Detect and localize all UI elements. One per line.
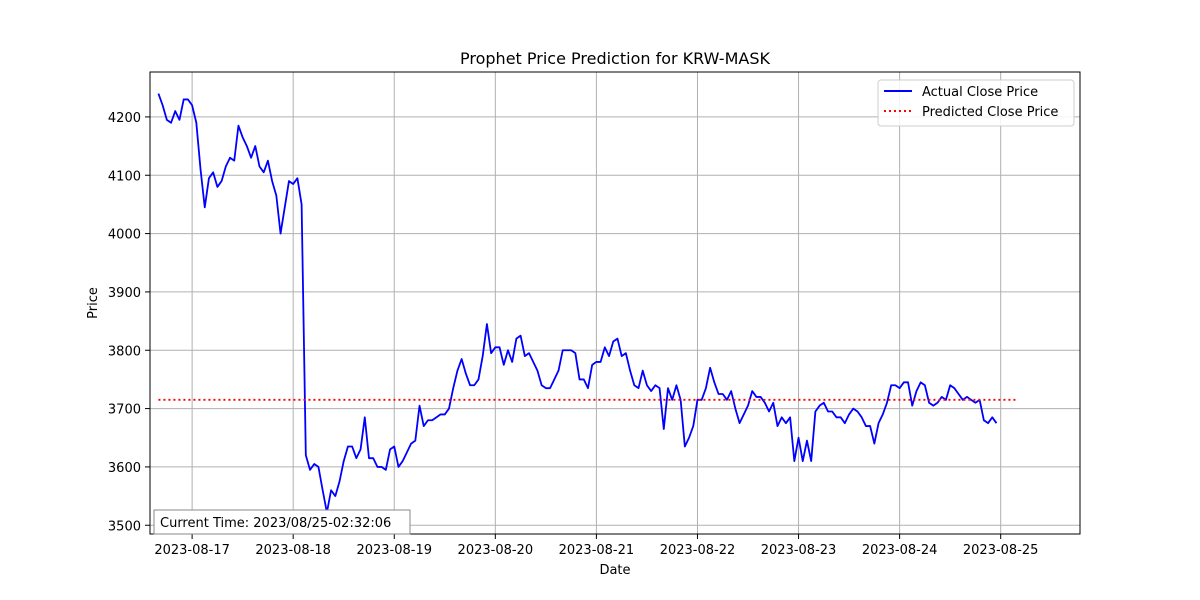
- x-tick-label-2: 2023-08-19: [356, 543, 432, 558]
- y-tick-label-3: 3800: [108, 344, 141, 359]
- series-layer: [157, 93, 1018, 514]
- x-tick-label-3: 2023-08-20: [458, 543, 534, 558]
- y-axis-title: Price: [86, 287, 101, 319]
- x-tick-label-0: 2023-08-17: [154, 543, 230, 558]
- annotation-box: [153, 509, 411, 535]
- x-tick-label-6: 2023-08-23: [761, 543, 837, 558]
- series-actual-close-price: [157, 93, 998, 514]
- x-tick-label-8: 2023-08-25: [963, 543, 1039, 558]
- y-tick-label-5: 4000: [108, 228, 141, 243]
- y-tick-label-7: 4200: [108, 111, 141, 126]
- current-time-text: Current Time: 2023/08/25-02:32:06: [160, 516, 391, 531]
- y-tick-label-0: 3500: [108, 519, 141, 534]
- legend-label-predicted: Predicted Close Price: [922, 105, 1058, 120]
- x-tick-label-5: 2023-08-22: [660, 543, 736, 558]
- legend: Actual Close Price Predicted Close Price: [877, 79, 1075, 127]
- legend-label-actual: Actual Close Price: [922, 85, 1038, 100]
- grid: [150, 72, 1080, 534]
- axis-ticks: 2023-08-17 2023-08-18 2023-08-19 2023-08-20…: [108, 111, 1039, 558]
- chart-title: Prophet Price Prediction for KRW-MASK: [460, 49, 770, 68]
- legend-box: [877, 79, 1075, 127]
- x-axis-title: Date: [599, 563, 630, 578]
- plot-frame: [149, 71, 1081, 535]
- y-tick-label-2: 3700: [108, 403, 141, 418]
- current-time-annotation: Current Time: 2023/08/25-02:32:06: [153, 509, 411, 535]
- x-tick-label-1: 2023-08-18: [255, 543, 331, 558]
- y-tick-label-6: 4100: [108, 169, 141, 184]
- x-tick-label-4: 2023-08-21: [559, 543, 635, 558]
- x-tick-label-7: 2023-08-24: [862, 543, 938, 558]
- y-tick-label-4: 3900: [108, 286, 141, 301]
- y-tick-label-1: 3600: [108, 461, 141, 476]
